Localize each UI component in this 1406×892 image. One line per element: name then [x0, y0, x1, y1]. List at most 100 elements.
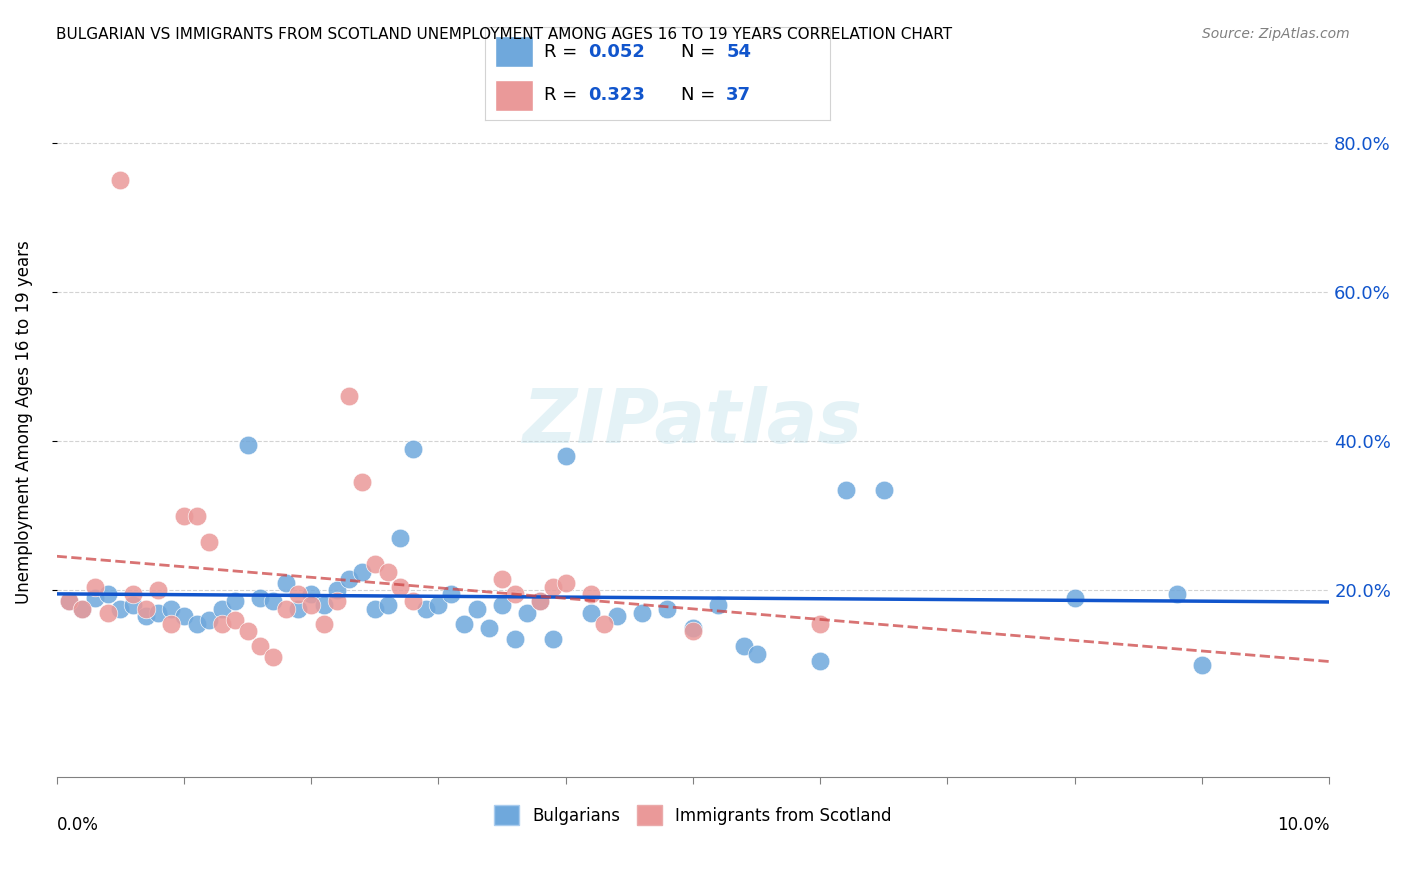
Text: R =: R = — [544, 43, 582, 61]
Text: 10.0%: 10.0% — [1277, 815, 1329, 833]
Point — [148, 583, 170, 598]
Point — [606, 609, 628, 624]
Text: R =: R = — [544, 87, 582, 104]
Point — [1191, 657, 1213, 672]
Point — [96, 587, 118, 601]
Point — [745, 647, 768, 661]
Point — [224, 613, 246, 627]
Point — [122, 587, 145, 601]
Point — [58, 594, 80, 608]
Point — [173, 508, 195, 523]
Point — [682, 624, 704, 639]
Point — [299, 598, 322, 612]
Point — [402, 442, 425, 456]
Point — [541, 632, 564, 646]
Point — [808, 616, 831, 631]
FancyBboxPatch shape — [495, 36, 533, 67]
Point — [440, 587, 463, 601]
Point — [249, 591, 271, 605]
Text: 0.052: 0.052 — [588, 43, 645, 61]
Point — [657, 602, 679, 616]
Point — [516, 606, 538, 620]
Point — [491, 598, 513, 612]
Text: N =: N = — [682, 43, 721, 61]
Point — [808, 654, 831, 668]
Point — [287, 587, 309, 601]
Point — [135, 609, 157, 624]
Point — [352, 475, 374, 490]
Point — [503, 632, 526, 646]
Point — [211, 616, 233, 631]
Point — [110, 173, 132, 187]
Point — [262, 594, 284, 608]
Text: BULGARIAN VS IMMIGRANTS FROM SCOTLAND UNEMPLOYMENT AMONG AGES 16 TO 19 YEARS COR: BULGARIAN VS IMMIGRANTS FROM SCOTLAND UN… — [56, 27, 952, 42]
Point — [377, 565, 399, 579]
Point — [337, 572, 360, 586]
Point — [274, 602, 297, 616]
Point — [262, 650, 284, 665]
Text: N =: N = — [682, 87, 721, 104]
Point — [274, 575, 297, 590]
Point — [312, 616, 335, 631]
Point — [211, 602, 233, 616]
Point — [529, 594, 551, 608]
Point — [236, 438, 259, 452]
Point — [173, 609, 195, 624]
Point — [110, 602, 132, 616]
Point — [389, 531, 412, 545]
Point — [70, 602, 93, 616]
Legend: Bulgarians, Immigrants from Scotland: Bulgarians, Immigrants from Scotland — [488, 798, 898, 832]
Point — [579, 606, 602, 620]
Point — [83, 580, 105, 594]
Point — [236, 624, 259, 639]
Point — [554, 575, 576, 590]
Text: 37: 37 — [725, 87, 751, 104]
Point — [364, 558, 387, 572]
Point — [478, 621, 501, 635]
Point — [70, 602, 93, 616]
Point — [733, 639, 755, 653]
Point — [58, 594, 80, 608]
Point — [160, 616, 183, 631]
Point — [83, 591, 105, 605]
Text: 0.0%: 0.0% — [56, 815, 98, 833]
FancyBboxPatch shape — [495, 80, 533, 111]
Point — [834, 483, 856, 497]
Point — [402, 594, 425, 608]
Point — [389, 580, 412, 594]
Text: ZIPatlas: ZIPatlas — [523, 386, 863, 459]
Point — [1166, 587, 1188, 601]
Point — [352, 565, 374, 579]
Point — [541, 580, 564, 594]
Point — [122, 598, 145, 612]
Point — [148, 606, 170, 620]
Point — [224, 594, 246, 608]
Point — [325, 583, 347, 598]
Point — [592, 616, 614, 631]
Point — [491, 572, 513, 586]
Point — [554, 449, 576, 463]
Point — [579, 587, 602, 601]
Point — [249, 639, 271, 653]
Y-axis label: Unemployment Among Ages 16 to 19 years: Unemployment Among Ages 16 to 19 years — [15, 241, 32, 605]
Point — [337, 389, 360, 403]
Text: 0.323: 0.323 — [588, 87, 645, 104]
Point — [198, 613, 221, 627]
Point — [682, 621, 704, 635]
Point — [415, 602, 437, 616]
Point — [364, 602, 387, 616]
Point — [186, 616, 208, 631]
Point — [503, 587, 526, 601]
Point — [427, 598, 450, 612]
Point — [529, 594, 551, 608]
Point — [465, 602, 488, 616]
Point — [186, 508, 208, 523]
Point — [453, 616, 475, 631]
Point — [707, 598, 730, 612]
Point — [325, 594, 347, 608]
Point — [198, 534, 221, 549]
Text: 54: 54 — [725, 43, 751, 61]
Point — [873, 483, 896, 497]
Point — [631, 606, 654, 620]
Point — [377, 598, 399, 612]
